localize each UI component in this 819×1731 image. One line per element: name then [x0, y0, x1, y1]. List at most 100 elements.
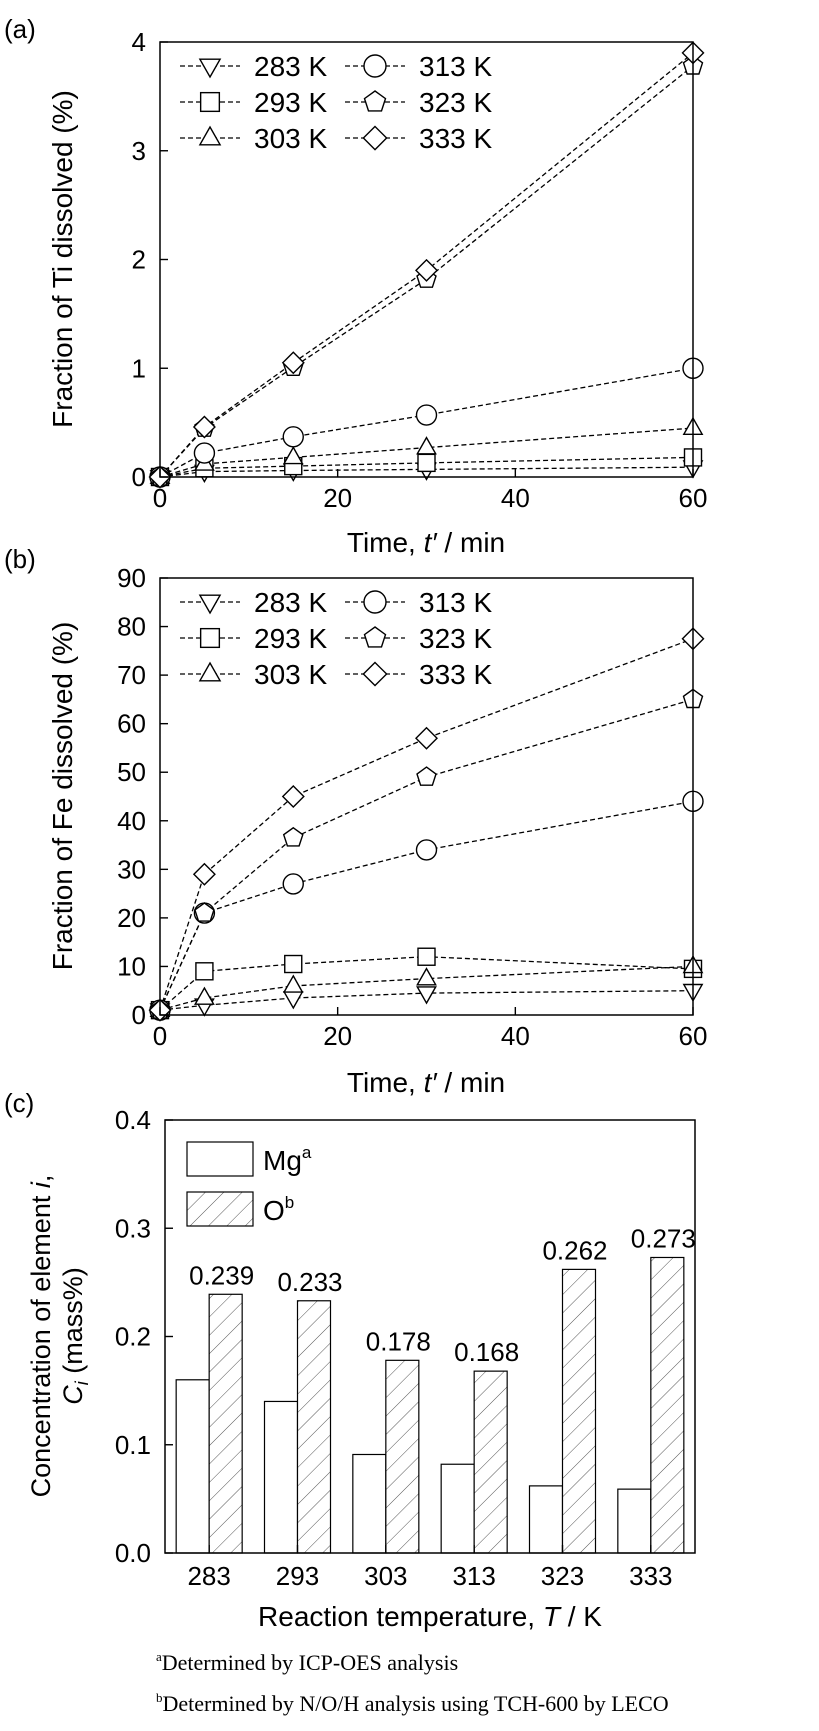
y-tick-label: 3	[132, 136, 146, 166]
y-tick-label: 2	[132, 245, 146, 275]
y-tick-label: 40	[117, 806, 146, 836]
data-point-323-K	[194, 902, 215, 922]
y-tick-label: 0.1	[115, 1430, 151, 1460]
panel-a-y-axis-label: Fraction of Ti dissolved (%)	[47, 90, 78, 428]
data-point-313-K	[415, 404, 438, 426]
legend-label: Ob	[263, 1193, 294, 1226]
y-tick-label: 90	[117, 563, 146, 593]
y-tick-label: 20	[117, 903, 146, 933]
bar-data-label: 0.233	[277, 1267, 342, 1297]
data-point-333-K	[192, 415, 216, 439]
legend-label: 333 K	[419, 659, 492, 690]
data-point-333-K	[415, 726, 438, 750]
data-point-333-K	[192, 862, 216, 886]
data-point-293-K	[417, 947, 436, 966]
x-tick-label: 20	[323, 483, 352, 513]
data-point-293-K	[417, 453, 436, 473]
x-tick-label: 60	[679, 1021, 708, 1051]
legend-marker-303-K	[198, 125, 222, 146]
bar-o	[296, 1300, 332, 1554]
y-tick-label: 60	[117, 709, 146, 739]
panel-c-plot-frame	[164, 1119, 696, 1554]
x-tick-label: 40	[501, 483, 530, 513]
x-tick-label: 40	[501, 1021, 530, 1051]
legend-label: 313 K	[419, 51, 492, 82]
y-tick-label: 0.4	[115, 1105, 151, 1135]
x-tick-label: 303	[364, 1561, 407, 1591]
x-tick-label: 20	[323, 1021, 352, 1051]
panel-a-plot-frame	[159, 41, 694, 478]
legend-marker-333-K	[362, 125, 388, 151]
panel-a-y-ticks: 0 1 2 3 4	[132, 27, 168, 492]
data-point-313-K	[415, 839, 438, 861]
series-line-283-K	[159, 990, 694, 1011]
panel-a-x-ticks: 0 20 40 60	[153, 469, 708, 513]
bar-data-label: 0.273	[631, 1223, 696, 1253]
data-point-323-K	[416, 766, 437, 786]
y-tick-label: 4	[132, 27, 146, 57]
bar-o	[650, 1256, 685, 1554]
legend-label: 303 K	[254, 659, 327, 690]
legend-label-superscript: b	[285, 1193, 294, 1212]
series-line-283-K	[159, 466, 694, 478]
legend-marker-303-K	[198, 661, 222, 682]
panel-a-label: (a)	[4, 14, 36, 44]
legend-label-name: O	[263, 1195, 285, 1226]
panel-a-legend: 283 K 313 K 293 K 323 K 303 K 333 K	[180, 51, 492, 154]
legend-label: 283 K	[254, 587, 327, 618]
panel-b-y-axis-label: Fraction of Fe dissolved (%)	[47, 622, 78, 971]
x-tick-label: 60	[679, 483, 708, 513]
data-point-303-K	[193, 986, 215, 1005]
x-tick-label: 293	[276, 1561, 319, 1591]
data-point-313-K	[282, 873, 304, 895]
legend-label: 323 K	[419, 87, 492, 118]
panel-b-fe-chart: (b) 0 10 20 30 40 50 60 70 80 90 0 20 40 60 283 K 313…	[4, 544, 707, 1098]
legend-label: Mga	[263, 1143, 312, 1176]
data-point-333-K	[281, 351, 305, 375]
legend-marker-283-K	[198, 58, 222, 79]
panel-b-legend: 283 K 313 K 293 K 323 K 303 K 333 K	[180, 587, 492, 690]
data-point-283-K	[282, 991, 304, 1010]
bar-data-label: 0.239	[189, 1260, 254, 1290]
legend-label: 293 K	[254, 87, 327, 118]
bar-mg	[175, 1379, 210, 1554]
legend-label-superscript: a	[302, 1143, 312, 1162]
bar-mg	[528, 1485, 564, 1554]
panel-c-y-axis-label-line1: Concentration of element i,	[26, 1175, 56, 1498]
data-point-283-K	[416, 986, 437, 1005]
bar-o	[385, 1359, 420, 1554]
bar-mg	[263, 1400, 299, 1554]
legend-swatch-mg	[186, 1141, 254, 1177]
y-tick-label: 10	[117, 951, 146, 981]
panel-a-x-axis-label: Time, t′ / min	[347, 527, 505, 558]
y-tick-label: 80	[117, 612, 146, 642]
data-point-313-K	[193, 442, 216, 464]
y-tick-label: 0	[132, 1000, 146, 1030]
panel-b-x-axis-label: Time, t′ / min	[347, 1067, 505, 1098]
data-point-333-K	[281, 785, 305, 808]
data-point-303-K	[282, 974, 304, 993]
legend-marker-293-K	[199, 91, 221, 113]
legend-marker-333-K	[362, 661, 388, 687]
legend-label: 333 K	[419, 123, 492, 154]
panel-c-x-ticks: 283 293 303 313 323 333	[187, 1545, 673, 1591]
panel-c-x-axis-label: Reaction temperature, T / K	[258, 1601, 602, 1632]
panel-c-y-axis-label-line2: Ci (mass%)	[58, 1267, 92, 1405]
data-point-293-K	[284, 954, 303, 974]
data-point-303-K	[282, 445, 304, 465]
legend-marker-313-K	[363, 590, 387, 614]
y-tick-label: 70	[117, 660, 146, 690]
y-tick-label: 50	[117, 757, 146, 787]
bar-data-label: 0.168	[454, 1337, 519, 1367]
panel-c-legend: Mga Ob	[186, 1141, 312, 1227]
data-point-323-K	[282, 826, 304, 847]
y-tick-label: 1	[132, 353, 146, 383]
x-tick-label: 283	[187, 1561, 230, 1591]
legend-label-name: Mg	[263, 1145, 302, 1176]
y-tick-label: 0.0	[115, 1538, 151, 1568]
legend-label: 303 K	[254, 123, 327, 154]
legend-marker-283-K	[198, 594, 222, 615]
bar-mg	[352, 1453, 387, 1554]
